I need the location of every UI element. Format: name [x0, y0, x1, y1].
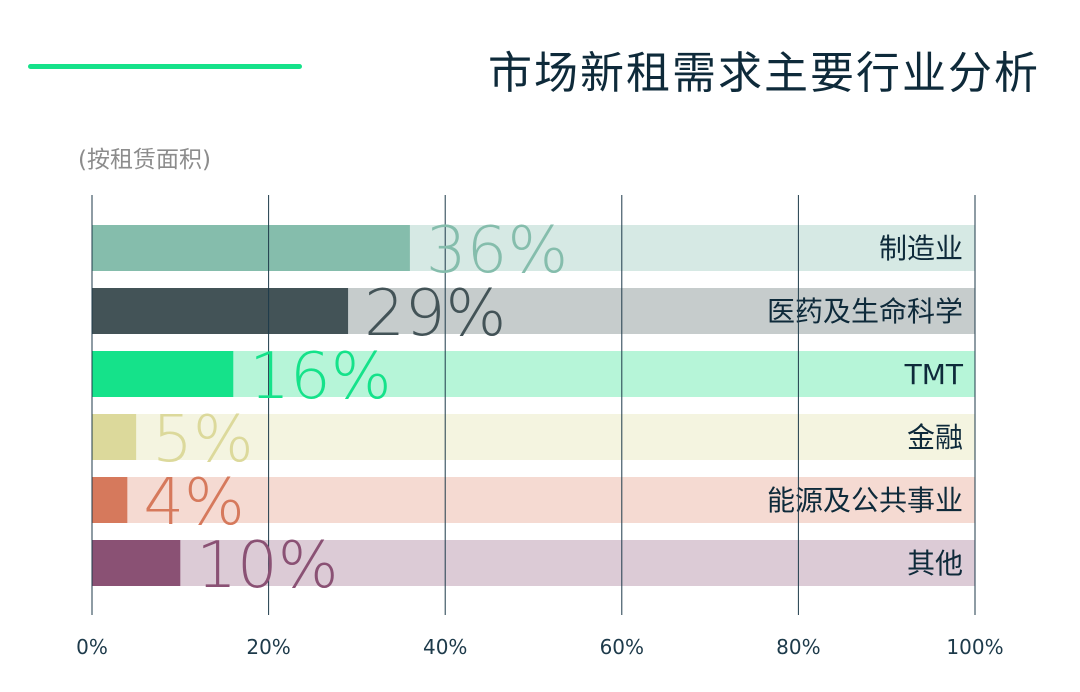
value-label: 36%	[426, 214, 568, 288]
page-title: 市场新租需求主要行业分析	[488, 48, 1040, 99]
bar-track	[92, 540, 975, 586]
category-label: 医药及生命科学	[767, 295, 963, 328]
bar	[92, 414, 137, 460]
x-tick-label: 0%	[76, 635, 108, 659]
title-accent-line	[28, 64, 302, 69]
bar-track	[92, 477, 975, 523]
x-tick-label: 40%	[423, 635, 467, 659]
value-label: 10%	[196, 529, 338, 603]
bar	[92, 540, 181, 586]
x-tick-label: 60%	[600, 635, 644, 659]
category-label: TMT	[904, 358, 964, 391]
x-tick-label: 80%	[776, 635, 820, 659]
value-label: 4%	[143, 466, 245, 540]
x-tick-label: 20%	[246, 635, 290, 659]
category-label: 其他	[907, 547, 963, 580]
x-tick-label: 100%	[946, 635, 1003, 659]
bar-track	[92, 414, 975, 460]
value-label: 29%	[364, 277, 506, 351]
bar	[92, 477, 128, 523]
bar	[92, 225, 410, 271]
chart-subtitle: (按租赁面积)	[78, 147, 211, 173]
value-label: 5%	[152, 403, 254, 477]
bar-track	[92, 351, 975, 397]
bar	[92, 351, 234, 397]
category-label: 制造业	[879, 232, 963, 265]
category-label: 能源及公共事业	[767, 484, 963, 517]
category-label: 金融	[907, 421, 963, 454]
bar	[92, 288, 349, 334]
value-label: 16%	[249, 340, 391, 414]
